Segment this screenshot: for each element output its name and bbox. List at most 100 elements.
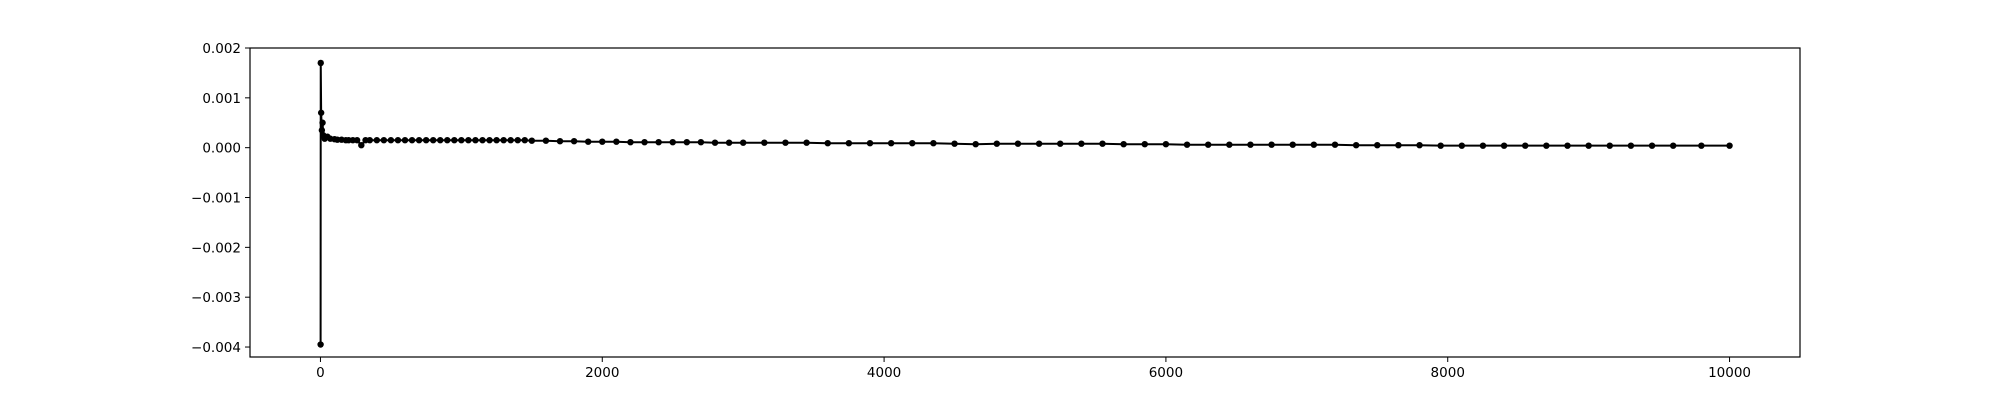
data-point [422,137,430,144]
data-point [1458,142,1466,149]
data-point [528,137,536,144]
data-point [1606,142,1613,149]
y-tick-label: −0.002 [191,240,241,256]
x-tick-label: 2000 [585,365,619,381]
data-point [317,59,324,67]
data-point [887,139,895,147]
data-point [1035,140,1043,147]
data-point [507,137,514,144]
data-point [1310,141,1318,148]
data-point [1289,141,1296,148]
data-point [697,139,705,146]
data-point [521,137,528,144]
data-point [380,137,388,144]
data-point [542,137,550,144]
data-point [599,138,606,145]
data-point [782,139,789,146]
plot-area [317,59,1733,348]
data-point [556,138,564,145]
data-point [711,139,719,146]
data-point [394,137,402,144]
data-point [1352,141,1360,149]
data-point [1698,142,1705,149]
data-point [401,137,409,144]
data-point [1669,142,1677,149]
data-point [613,138,620,145]
data-point [866,139,874,147]
data-point [1099,140,1106,147]
data-point [1543,142,1550,149]
data-point [1479,142,1487,149]
data-point [1437,142,1444,149]
data-point [951,140,958,147]
series-line [319,61,1730,345]
data-point [318,127,326,134]
data-point [1331,141,1339,148]
data-point [761,139,768,146]
data-point [1183,141,1191,148]
data-point [1648,142,1656,149]
data-point [465,137,472,144]
data-point [845,139,853,147]
data-point [1416,141,1423,149]
data-point [972,140,979,148]
data-point [1395,141,1402,149]
x-tick-label: 4000 [867,365,901,381]
y-tick-label: −0.003 [191,290,241,306]
data-point [655,139,662,146]
data-point [366,137,373,144]
axes-frame [249,47,1801,358]
data-point [1204,141,1212,148]
data-point [1057,140,1064,147]
data-point [353,137,361,144]
data-point [317,109,325,116]
data-point [1247,141,1254,148]
data-point [1522,142,1529,149]
data-point [429,137,437,144]
data-point [444,137,451,144]
x-tick-label: 10000 [1708,365,1751,381]
data-point [1564,142,1571,149]
data-point [317,341,324,348]
data-point [739,139,747,146]
data-point [570,138,578,145]
data-point [803,139,810,146]
data-point [451,137,458,144]
y-axis: 0.002 0.001 0.000 −0.001 −0.002 −0.003 −0.004 [191,41,250,356]
data-point [824,139,831,147]
data-point [472,137,479,144]
y-tick-label: 0.002 [202,41,241,57]
x-tick-label: 0 [316,365,325,381]
data-point [1162,140,1170,148]
data-point [500,137,507,144]
y-tick-label: 0.001 [202,91,241,107]
data-point [1014,140,1022,147]
data-point [479,137,486,144]
data-point [373,137,381,144]
data-point [930,139,937,147]
data-point [584,138,592,145]
data-point [1500,142,1508,149]
data-point [408,137,416,144]
data-point [437,137,444,144]
data-point [1226,141,1233,148]
data-point [493,137,500,144]
data-point [725,139,733,146]
data-point [458,137,465,144]
data-point [1627,142,1635,149]
data-point [387,137,395,144]
data-point [627,139,634,146]
x-axis: 0 2000 4000 6000 8000 10000 [316,357,1751,381]
x-tick-label: 6000 [1149,365,1183,381]
data-point [641,139,648,146]
data-point [669,139,676,146]
data-point [319,119,326,126]
data-point [1585,142,1592,149]
data-point [415,137,423,144]
data-point [486,137,493,144]
data-point [1141,140,1148,148]
y-tick-label: 0.000 [202,141,241,157]
data-point [909,139,916,147]
data-point [1078,140,1085,147]
